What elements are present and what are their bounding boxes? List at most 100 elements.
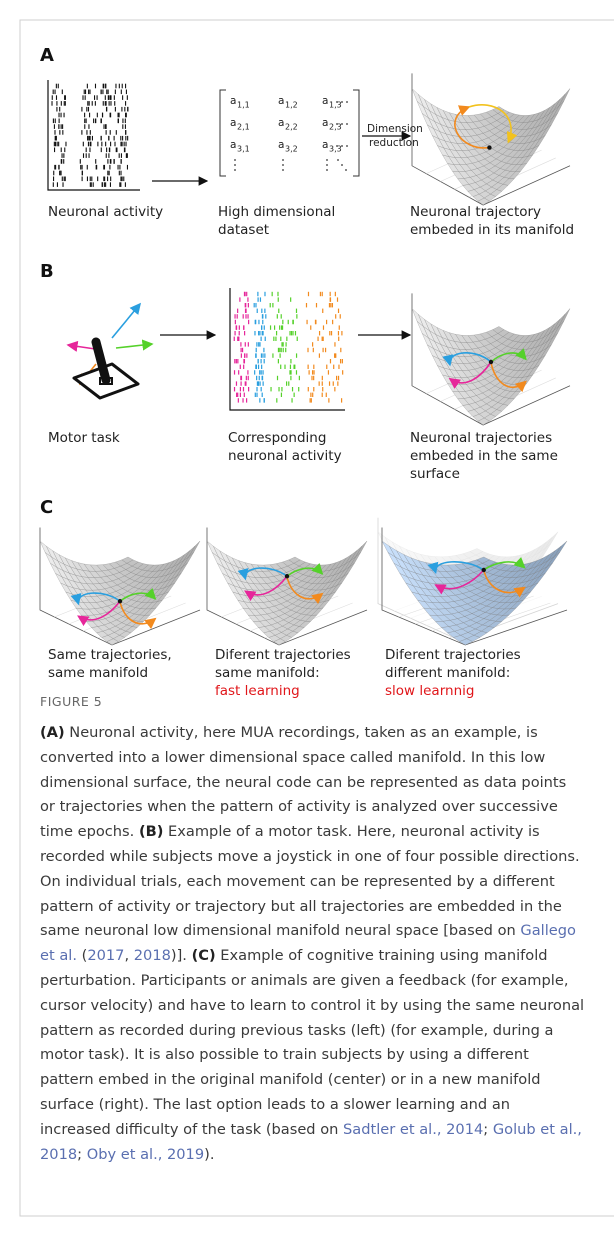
manifold [412,73,570,205]
learning-outcome: fast learning [215,683,300,699]
arrow-label: reduction [369,137,419,149]
page: A B C a1,1a1,2a1,3a2,1a2,2a2,3a3,1a3,2a3… [0,0,614,1236]
matrix-symbol: a [230,117,236,129]
label-line: same manifold: [215,665,320,681]
dot [336,145,338,147]
caption-text: Example of a motor task. Here, neuronal … [40,823,580,939]
citation-link[interactable]: 2017 [87,947,124,964]
label-line: different manifold: [385,665,510,681]
origin-dot [489,360,493,364]
caption-text: ( [77,947,87,964]
panel-letter: A [40,45,54,66]
dot [234,159,236,161]
label-line: surface [410,466,460,482]
origin-dot [285,574,289,578]
panel-letter: B [40,261,54,282]
dot [341,101,343,103]
manifold [40,528,200,646]
matrix-subscript: 2,3 [329,123,342,132]
dot [336,123,338,125]
matrix-subscript: 1,3 [329,101,342,110]
figure-caption: (A) Neuronal activity, here MUA recordin… [40,721,585,1167]
matrix-subscript: 3,1 [237,145,250,154]
surface-patch [545,532,558,549]
panel-letter: C [40,497,53,518]
matrix-symbol: a [322,95,328,107]
dot [326,164,328,166]
caption-text: ). [204,1146,214,1163]
dot [282,159,284,161]
label-line: neuronal activity [228,448,342,464]
dot [326,159,328,161]
surface-patch [356,541,367,557]
label-line: Diferent trajectories [215,647,351,663]
matrix-subscript: 2,1 [237,123,250,132]
arrow-label: Dimension [367,123,423,135]
citation-link[interactable]: Oby et al., 2019 [87,1146,204,1163]
manifold [207,528,367,646]
bracket [353,90,359,176]
surface-patch [559,89,570,107]
dot [234,169,236,171]
figure-label: FIGURE 5 [40,694,102,709]
dot [234,164,236,166]
surface-patch [559,309,570,327]
dot [341,164,343,166]
caption-text: (B) [139,823,163,840]
dot [336,101,338,103]
caption-text: )]. [171,947,192,964]
dot [282,164,284,166]
label-line: embeded in the same [410,448,558,464]
label-line: Neuronal trajectory [410,204,541,220]
caption-text: , [124,947,133,964]
citation-link[interactable]: 2018 [134,947,171,964]
raster-axes [230,288,345,410]
origin-dot [487,145,491,149]
label-line: Motor task [48,430,120,446]
caption-text: ; [483,1121,493,1138]
matrix-subscript: 3,2 [285,145,298,154]
dot [345,169,347,171]
origin-dot [482,568,486,572]
direction-arrow [112,304,140,338]
dot [341,123,343,125]
dot [341,145,343,147]
label-line: Diferent trajectories [385,647,521,663]
caption-text: (A) [40,724,65,741]
dot [346,101,348,103]
label-line: dataset [218,222,269,238]
direction-arrow [116,344,152,348]
matrix-subscript: 2,2 [285,123,298,132]
matrix-symbol: a [322,117,328,129]
label-line: same manifold [48,665,148,681]
matrix-symbol: a [278,139,284,151]
matrix-symbol: a [230,139,236,151]
dot [326,169,328,171]
surface-patch [189,541,200,557]
matrix-symbol: a [278,117,284,129]
matrix-subscript: 1,1 [237,101,250,110]
caption-text: Example of cognitive training using mani… [40,947,584,1138]
matrix-subscript: 1,2 [285,101,298,110]
surface-patch [554,541,567,557]
matrix-symbol: a [230,95,236,107]
caption-text: (C) [192,947,216,964]
manifold [412,293,570,425]
matrix-subscript: 3,3 [329,145,342,154]
dot [337,159,339,161]
citation-link[interactable]: Sadtler et al., 2014 [343,1121,483,1138]
label-line: Corresponding [228,430,326,446]
origin-dot [118,599,122,603]
label-line: Neuronal trajectories [410,430,552,446]
dot [282,169,284,171]
label-line: Neuronal activity [48,204,163,220]
label-line: High dimensional [218,204,335,220]
matrix-symbol: a [278,95,284,107]
caption-text: ; [77,1146,87,1163]
learning-outcome: slow learnnig [385,683,474,699]
label-line: Same trajectories, [48,647,172,663]
manifold [382,528,567,646]
dot [346,123,348,125]
dot [346,145,348,147]
bracket [220,90,226,176]
